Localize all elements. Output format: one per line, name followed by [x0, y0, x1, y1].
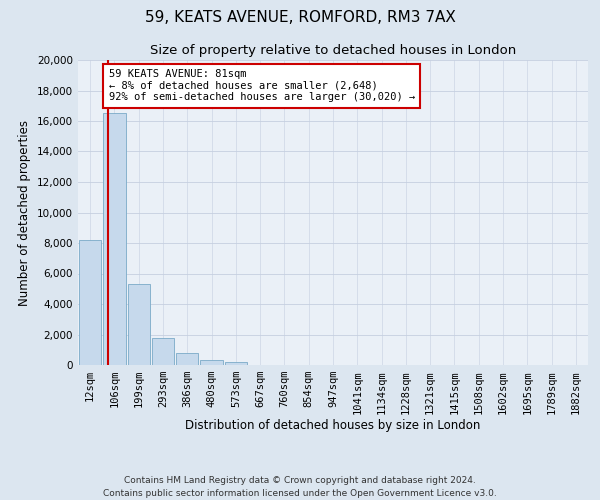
Y-axis label: Number of detached properties: Number of detached properties	[19, 120, 31, 306]
Bar	[224, 362, 247, 365]
Text: Contains HM Land Registry data © Crown copyright and database right 2024.
Contai: Contains HM Land Registry data © Crown c…	[103, 476, 497, 498]
Bar	[152, 338, 174, 365]
Bar	[176, 353, 199, 365]
Text: 59, KEATS AVENUE, ROMFORD, RM3 7AX: 59, KEATS AVENUE, ROMFORD, RM3 7AX	[145, 10, 455, 25]
Bar	[200, 360, 223, 365]
Title: Size of property relative to detached houses in London: Size of property relative to detached ho…	[150, 44, 516, 58]
Text: 59 KEATS AVENUE: 81sqm
← 8% of detached houses are smaller (2,648)
92% of semi-d: 59 KEATS AVENUE: 81sqm ← 8% of detached …	[109, 69, 415, 102]
Bar	[79, 240, 101, 365]
X-axis label: Distribution of detached houses by size in London: Distribution of detached houses by size …	[185, 419, 481, 432]
Bar	[128, 284, 150, 365]
Bar	[103, 114, 125, 365]
